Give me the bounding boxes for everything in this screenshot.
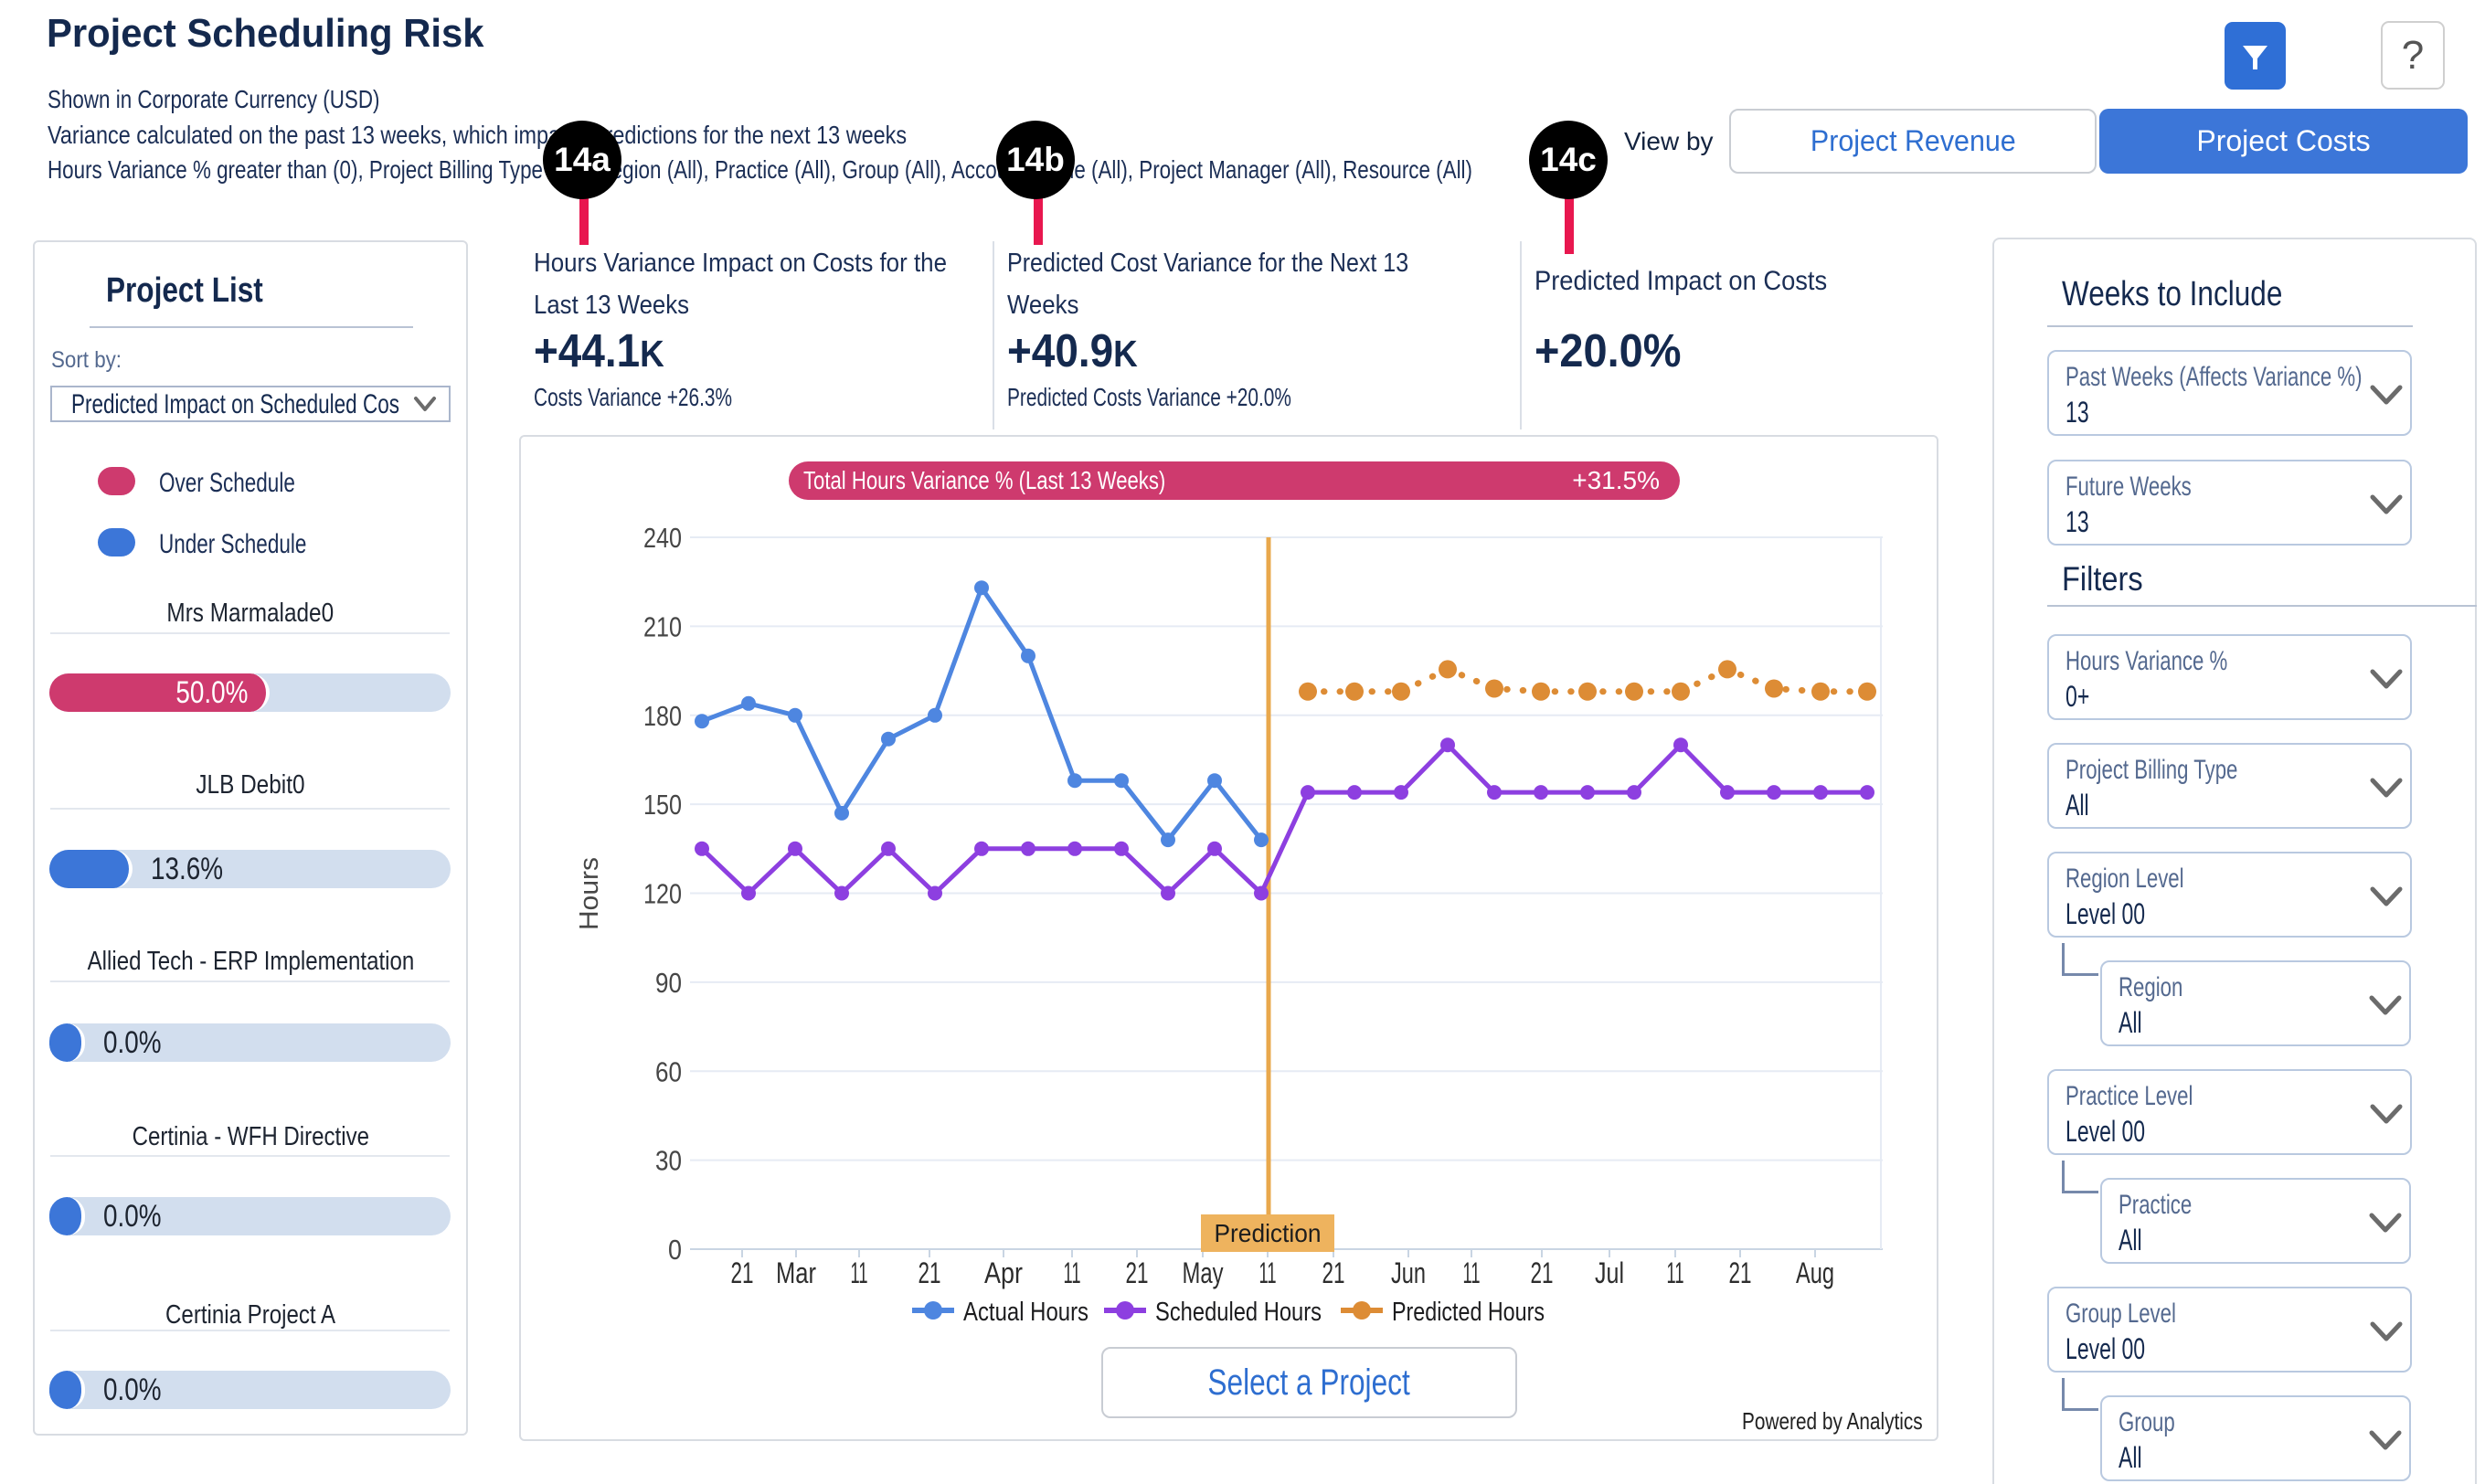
svg-text:Actual Hours: Actual Hours [963, 1298, 1089, 1327]
svg-text:May: May [1183, 1256, 1224, 1289]
svg-text:180: 180 [643, 700, 682, 732]
svg-text:21: 21 [1322, 1256, 1345, 1289]
svg-text:90: 90 [655, 967, 682, 999]
svg-text:Aug: Aug [1796, 1256, 1834, 1289]
svg-text:Jul: Jul [1595, 1256, 1624, 1289]
svg-text:21: 21 [1531, 1256, 1554, 1289]
svg-text:Prediction: Prediction [1215, 1219, 1322, 1247]
svg-text:Predicted Hours: Predicted Hours [1392, 1298, 1545, 1327]
svg-text:21: 21 [731, 1256, 754, 1289]
svg-text:210: 210 [643, 610, 682, 642]
svg-text:30: 30 [655, 1145, 682, 1177]
svg-text:240: 240 [643, 522, 682, 554]
svg-text:11: 11 [1667, 1256, 1684, 1289]
svg-text:60: 60 [655, 1055, 682, 1087]
svg-text:21: 21 [1126, 1256, 1149, 1289]
svg-text:11: 11 [1064, 1256, 1081, 1289]
svg-text:Scheduled Hours: Scheduled Hours [1155, 1298, 1322, 1327]
svg-text:0: 0 [668, 1234, 682, 1266]
svg-text:21: 21 [919, 1256, 941, 1289]
svg-text:Jun: Jun [1391, 1256, 1426, 1289]
svg-text:11: 11 [851, 1256, 868, 1289]
svg-text:11: 11 [1259, 1256, 1277, 1289]
svg-text:21: 21 [1729, 1256, 1752, 1289]
svg-text:Hours: Hours [575, 857, 604, 930]
svg-text:Mar: Mar [776, 1256, 816, 1289]
svg-text:150: 150 [643, 789, 682, 821]
svg-text:Apr: Apr [984, 1256, 1023, 1289]
svg-text:120: 120 [643, 878, 682, 910]
svg-text:11: 11 [1463, 1256, 1481, 1289]
